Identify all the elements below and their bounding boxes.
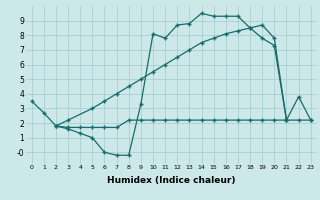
X-axis label: Humidex (Indice chaleur): Humidex (Indice chaleur) [107,176,236,185]
